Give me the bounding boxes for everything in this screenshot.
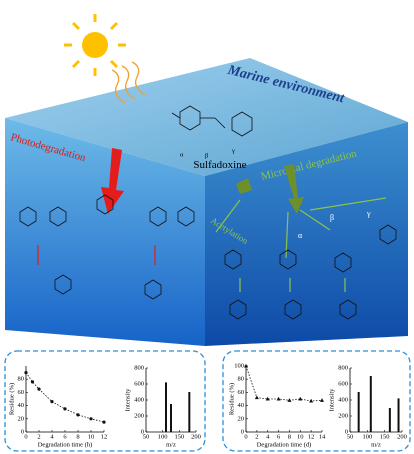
x-axis-label: m/z: [371, 441, 381, 448]
x-tick-label: 14: [319, 433, 326, 440]
x-tick-label: 8: [76, 433, 79, 440]
x-tick-label: 12: [101, 433, 108, 440]
point: [309, 399, 313, 403]
point: [89, 417, 92, 420]
y-tick-label: 0: [345, 428, 348, 435]
point: [287, 398, 291, 402]
y-tick-label: 40: [238, 402, 245, 409]
y-tick-label: 100: [234, 362, 244, 369]
y-tick-label: 200: [134, 412, 144, 419]
x-tick-label: 0: [244, 433, 247, 440]
y-tick-label: 0: [21, 428, 24, 435]
y-tick-label: 400: [338, 396, 348, 403]
bar: [188, 392, 190, 432]
y-tick-label: 400: [134, 396, 144, 403]
bar: [398, 398, 400, 432]
x-tick-label: 150: [174, 433, 184, 440]
point: [31, 380, 34, 383]
x-tick-label: 200: [191, 433, 201, 440]
y-tick-label: 0: [141, 428, 144, 435]
point: [244, 364, 248, 368]
y-axis-label: Residue (%): [8, 383, 15, 415]
x-tick-label: 100: [362, 433, 372, 440]
graphical-abstract: Marine environment α β γ Sulfadoxine Pho…: [0, 0, 414, 454]
x-tick-label: 4: [266, 433, 270, 440]
site-label: β: [330, 213, 334, 222]
x-tick-label: 10: [88, 433, 95, 440]
point: [24, 371, 27, 374]
x-axis-label: Degradation time (d): [257, 441, 312, 448]
x-axis-label: m/z: [166, 441, 176, 448]
site-label: α: [180, 151, 184, 158]
x-tick-label: 8: [288, 433, 291, 440]
compound-label: Sulfadoxine: [193, 159, 246, 171]
site-label: γ: [231, 147, 235, 154]
x-tick-label: 2: [255, 433, 258, 440]
y-tick-label: 80: [238, 376, 245, 383]
x-tick-label: 200: [397, 433, 407, 440]
point: [76, 413, 79, 416]
bar: [165, 382, 167, 432]
cube: [5, 58, 408, 346]
x-axis-label: Degradation time (h): [38, 441, 93, 448]
y-tick-label: 600: [134, 380, 144, 387]
y-tick-label: 60: [18, 389, 25, 396]
point: [320, 398, 324, 402]
x-tick-label: 6: [277, 433, 281, 440]
point: [102, 421, 105, 424]
point: [50, 400, 53, 403]
point: [255, 395, 259, 399]
site-label: γ: [366, 209, 371, 218]
bar: [170, 404, 172, 432]
y-tick-label: 20: [238, 415, 245, 422]
x-tick-label: 6: [63, 433, 67, 440]
x-tick-label: 150: [380, 433, 390, 440]
y-axis-label: Residue (%): [228, 383, 235, 415]
point: [37, 388, 40, 391]
y-tick-label: 60: [238, 389, 245, 396]
trend-line: [246, 366, 322, 401]
y-tick-label: 0: [241, 428, 244, 435]
y-axis-label: Intensity: [124, 388, 131, 411]
y-tick-label: 600: [338, 380, 348, 387]
bar: [358, 392, 360, 432]
trend-line: [26, 373, 104, 423]
bar: [389, 408, 391, 432]
y-tick-label: 40: [18, 402, 25, 409]
y-tick-label: 200: [338, 412, 348, 419]
bar: [370, 376, 372, 432]
y-axis-label: Intensity: [328, 388, 335, 411]
x-tick-label: 4: [50, 433, 54, 440]
x-tick-label: 0: [24, 433, 27, 440]
x-tick-label: 10: [297, 433, 304, 440]
point: [298, 397, 302, 401]
y-tick-label: 20: [18, 415, 25, 422]
y-tick-label: 800: [134, 364, 144, 371]
y-tick-label: 800: [338, 364, 348, 371]
point: [277, 397, 281, 401]
point: [63, 407, 66, 410]
y-tick-label: 80: [18, 376, 25, 383]
x-tick-label: 2: [37, 433, 40, 440]
x-tick-label: 100: [158, 433, 168, 440]
x-tick-label: 12: [308, 433, 315, 440]
